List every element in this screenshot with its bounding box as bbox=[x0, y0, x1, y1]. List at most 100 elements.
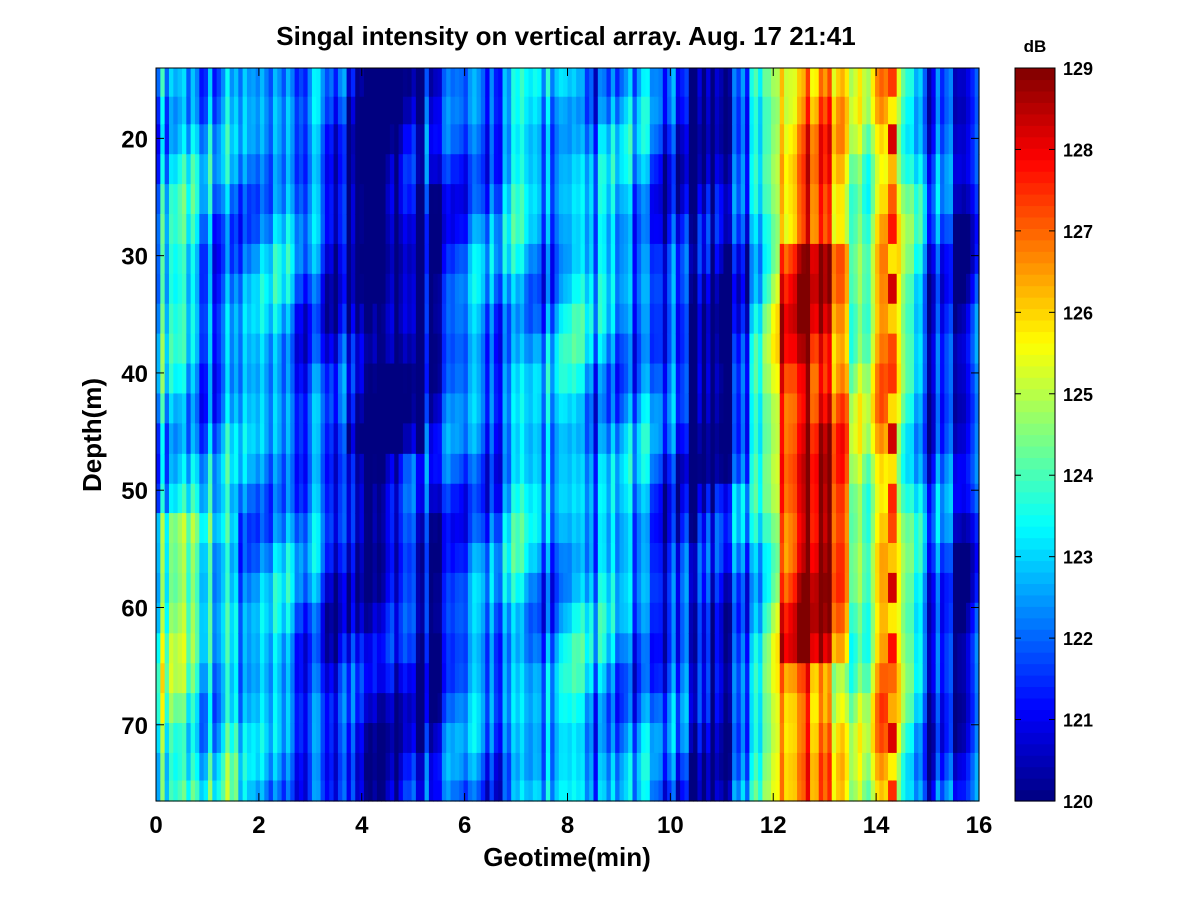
heatmap-cell bbox=[160, 693, 166, 724]
heatmap-cell bbox=[242, 723, 248, 754]
heatmap-cell bbox=[316, 483, 322, 514]
heatmap-cell bbox=[506, 780, 512, 802]
heatmap-cell bbox=[766, 780, 772, 802]
heatmap-cell bbox=[658, 572, 664, 604]
heatmap-cell bbox=[853, 542, 859, 574]
heatmap-cell bbox=[935, 780, 941, 802]
heatmap-cell bbox=[619, 752, 625, 782]
heatmap-cell bbox=[324, 752, 330, 782]
heatmap-cell bbox=[866, 542, 872, 574]
heatmap-cell bbox=[298, 154, 304, 185]
heatmap-cell bbox=[463, 602, 469, 634]
heatmap-cell bbox=[710, 363, 716, 395]
heatmap-cell bbox=[290, 273, 296, 305]
heatmap-cell bbox=[948, 124, 954, 155]
colorbar-step bbox=[1015, 732, 1055, 745]
heatmap-cell bbox=[710, 483, 716, 514]
heatmap-cell bbox=[844, 602, 850, 634]
heatmap-cell bbox=[281, 393, 287, 424]
heatmap-cell bbox=[446, 68, 452, 98]
heatmap-cell bbox=[402, 483, 408, 514]
heatmap-cell bbox=[320, 333, 326, 365]
heatmap-cell bbox=[259, 68, 265, 98]
heatmap-cell bbox=[337, 303, 343, 335]
heatmap-cell bbox=[272, 723, 278, 754]
heatmap-cell bbox=[190, 663, 196, 694]
heatmap-cell bbox=[610, 513, 616, 544]
heatmap-cell bbox=[493, 363, 499, 395]
colorbar-step bbox=[1015, 537, 1055, 550]
heatmap-cell bbox=[662, 303, 668, 335]
heatmap-cell bbox=[402, 96, 408, 125]
heatmap-cell bbox=[935, 273, 941, 305]
heatmap-cell bbox=[420, 693, 426, 724]
heatmap-cell bbox=[493, 214, 499, 245]
heatmap-cell bbox=[411, 214, 417, 245]
heatmap-cell bbox=[268, 393, 274, 424]
heatmap-cell bbox=[710, 780, 716, 802]
heatmap-cell bbox=[532, 483, 538, 514]
heatmap-cell bbox=[758, 393, 764, 424]
heatmap-cell bbox=[368, 363, 374, 395]
heatmap-cell bbox=[337, 483, 343, 514]
heatmap-cell bbox=[554, 96, 560, 125]
heatmap-cell bbox=[888, 243, 893, 275]
heatmap-cell bbox=[628, 96, 634, 125]
heatmap-cell bbox=[788, 393, 794, 424]
heatmap-cell bbox=[190, 363, 196, 395]
colorbar-step bbox=[1015, 68, 1055, 81]
heatmap-cell bbox=[446, 633, 452, 664]
colorbar-step bbox=[1015, 697, 1055, 710]
heatmap-cell bbox=[558, 513, 564, 544]
heatmap-cell bbox=[961, 723, 967, 754]
heatmap-cell bbox=[901, 602, 906, 634]
colorbar-step bbox=[1015, 400, 1055, 413]
heatmap-cell bbox=[337, 752, 343, 782]
heatmap-cell bbox=[788, 633, 794, 664]
heatmap-cell bbox=[827, 542, 833, 574]
heatmap-cell bbox=[684, 124, 690, 155]
heatmap-cell bbox=[918, 483, 924, 514]
heatmap-cell bbox=[857, 542, 863, 574]
heatmap-cell bbox=[441, 633, 447, 664]
heatmap-cell bbox=[259, 780, 265, 802]
heatmap-cell bbox=[836, 693, 841, 724]
heatmap-cell bbox=[272, 513, 278, 544]
heatmap-cell bbox=[771, 214, 777, 245]
heatmap-cell bbox=[320, 68, 326, 98]
heatmap-cell bbox=[463, 363, 469, 395]
heatmap-cell bbox=[740, 393, 746, 424]
heatmap-cell bbox=[927, 542, 932, 574]
heatmap-cell bbox=[294, 96, 300, 125]
heatmap-cell bbox=[602, 124, 608, 155]
colorbar-step bbox=[1015, 675, 1055, 688]
heatmap-cell bbox=[775, 483, 781, 514]
heatmap-cell bbox=[311, 723, 317, 754]
heatmap-cell bbox=[225, 693, 231, 724]
heatmap-cell bbox=[346, 483, 352, 514]
heatmap-cell bbox=[381, 68, 387, 98]
heatmap-cell bbox=[953, 513, 958, 544]
heatmap-cell bbox=[173, 393, 179, 424]
heatmap-cell bbox=[957, 363, 963, 395]
heatmap-cell bbox=[428, 752, 434, 782]
heatmap-cell bbox=[411, 602, 417, 634]
heatmap-cell bbox=[766, 663, 772, 694]
heatmap-cell bbox=[251, 780, 257, 802]
heatmap-cell bbox=[970, 243, 976, 275]
heatmap-cell bbox=[333, 602, 339, 634]
heatmap-cell bbox=[615, 602, 621, 634]
heatmap-cell bbox=[697, 602, 703, 634]
heatmap-cell bbox=[944, 572, 950, 604]
heatmap-cell bbox=[363, 483, 369, 514]
heatmap-cell bbox=[727, 513, 733, 544]
heatmap-cell bbox=[194, 453, 200, 485]
heatmap-cell bbox=[823, 780, 828, 802]
heatmap-cell bbox=[277, 513, 283, 544]
heatmap-cell bbox=[324, 633, 330, 664]
heatmap-cell bbox=[381, 693, 387, 724]
heatmap-cell bbox=[675, 693, 681, 724]
heatmap-cell bbox=[311, 68, 317, 98]
heatmap-cell bbox=[558, 780, 564, 802]
heatmap-cell bbox=[541, 483, 547, 514]
